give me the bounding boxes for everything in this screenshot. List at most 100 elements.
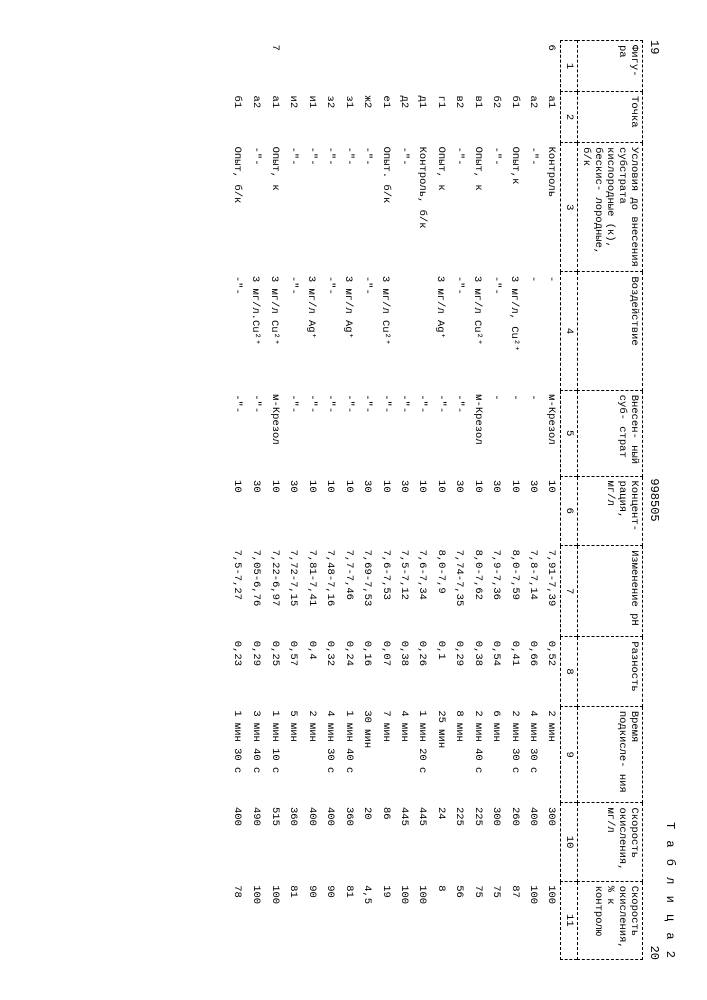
col-num: 6 xyxy=(561,476,578,546)
table-cell: 400 xyxy=(321,803,339,881)
table-row: б2-"--"--307,9-7,360,546 мин30075 xyxy=(487,41,505,960)
table-cell: 445 xyxy=(413,803,431,881)
table-cell: 3 мг/л, Cu²⁺ xyxy=(505,272,524,390)
table-cell: 7,6-7,34 xyxy=(413,546,431,637)
table-cell: м-Крезол xyxy=(468,390,487,476)
col-num: 8 xyxy=(561,637,578,707)
table-cell: и2 xyxy=(284,92,302,143)
table-cell xyxy=(395,272,413,390)
data-table: Фигу- ра Точка Условия до внесения субст… xyxy=(228,40,643,960)
table-row: д1Контроль, б/к-"-107,6-7,340,261 мин 20… xyxy=(413,41,431,960)
table-cell xyxy=(284,41,302,92)
table-cell: 100 xyxy=(542,881,561,959)
col-header: Время подкисле- ния xyxy=(578,706,643,803)
table-cell: 30 xyxy=(358,476,376,546)
table-cell: г1 xyxy=(431,92,450,143)
col-num: 10 xyxy=(561,803,578,881)
table-cell: 90 xyxy=(302,881,321,959)
table-cell xyxy=(487,41,505,92)
table-cell: Опыт, к xyxy=(468,143,487,272)
table-cell: - xyxy=(542,272,561,390)
table-cell: 0,23 xyxy=(228,637,246,707)
table-cell xyxy=(524,41,542,92)
page-center-num: 998505 xyxy=(647,478,661,521)
table-cell: 100 xyxy=(524,881,542,959)
table-cell: -"- xyxy=(284,390,302,476)
table-cell: 5 мин xyxy=(284,706,302,803)
table-cell: -"- xyxy=(339,390,358,476)
table-cell: 20 xyxy=(358,803,376,881)
table-row: 6а1Контроль-м-Крезол107,91-7,390,522 мин… xyxy=(542,41,561,960)
table-cell: 445 xyxy=(395,803,413,881)
table-row: з2-"--"--"-107,48-7,160,324 мин 30 с4009… xyxy=(321,41,339,960)
table-cell: 7,72-7,15 xyxy=(284,546,302,637)
table-cell: 1 мин 40 с xyxy=(339,706,358,803)
table-cell: а2 xyxy=(524,92,542,143)
table-cell: -"- xyxy=(284,143,302,272)
table-cell: 81 xyxy=(339,881,358,959)
table-cell: в1 xyxy=(468,92,487,143)
table-cell: -"- xyxy=(246,143,265,272)
table-cell: -"- xyxy=(431,390,450,476)
table-title: Т а б л и ц а 2 xyxy=(663,40,677,960)
table-cell: 3 мг/л.Cu²⁺ xyxy=(246,272,265,390)
table-cell: 7,69-7,53 xyxy=(358,546,376,637)
colnum-row: 1 2 3 4 5 6 7 8 9 10 11 xyxy=(561,41,578,960)
table-row: б1Опыт,к3 мг/л, Cu²⁺-108,0-7,590,412 мин… xyxy=(505,41,524,960)
table-cell xyxy=(321,41,339,92)
table-cell: 10 xyxy=(321,476,339,546)
table-cell xyxy=(228,41,246,92)
table-cell: 86 xyxy=(376,803,395,881)
table-cell: 0,38 xyxy=(395,637,413,707)
table-cell: 7 мин xyxy=(376,706,395,803)
table-cell: 0,54 xyxy=(487,637,505,707)
table-cell: 81 xyxy=(284,881,302,959)
table-cell: 7,48-7,16 xyxy=(321,546,339,637)
table-cell: -"- xyxy=(524,143,542,272)
table-cell: 30 xyxy=(284,476,302,546)
table-row: з1-"-3 мг/л Ag⁺-"-107,7-7,460,241 мин 40… xyxy=(339,41,358,960)
table-cell: б1 xyxy=(505,92,524,143)
table-cell: 3 мг/л Cu²⁺ xyxy=(376,272,395,390)
table-cell: 7,74-7,35 xyxy=(450,546,468,637)
table-cell: м-Крезол xyxy=(542,390,561,476)
table-cell: 30 мин xyxy=(358,706,376,803)
col-header: Воздействие xyxy=(578,272,643,390)
table-cell: 25 мин xyxy=(431,706,450,803)
table-cell: 400 xyxy=(228,803,246,881)
table-cell: 90 xyxy=(321,881,339,959)
table-cell: 10 xyxy=(468,476,487,546)
table-cell: - xyxy=(524,390,542,476)
table-row: и2-"--"--"-307,72-7,150,575 мин36081 xyxy=(284,41,302,960)
table-row: е1Опыт. б/к3 мг/л Cu²⁺-"-107,6-7,530,077… xyxy=(376,41,395,960)
table-cell: б2 xyxy=(487,92,505,143)
table-cell: 30 xyxy=(450,476,468,546)
table-cell: 56 xyxy=(450,881,468,959)
col-header: Разность xyxy=(578,637,643,707)
table-cell: 6 мин xyxy=(487,706,505,803)
table-cell: 8,0-7,62 xyxy=(468,546,487,637)
table-cell: м-Крезол xyxy=(265,390,284,476)
table-cell: д2 xyxy=(395,92,413,143)
table-cell: 100 xyxy=(395,881,413,959)
col-num: 4 xyxy=(561,272,578,390)
table-body: 6а1Контроль-м-Крезол107,91-7,390,522 мин… xyxy=(228,41,561,960)
table-cell: 0,26 xyxy=(413,637,431,707)
table-cell xyxy=(413,41,431,92)
table-row: 7а1Опыт, к3 мг/л Cu²⁺м-Крезол107,22-6,97… xyxy=(265,41,284,960)
table-cell: 7,91-7,39 xyxy=(542,546,561,637)
table-cell: 3 мг/л Cu²⁺ xyxy=(468,272,487,390)
col-num: 9 xyxy=(561,706,578,803)
table-cell: 10 xyxy=(302,476,321,546)
table-cell: 100 xyxy=(265,881,284,959)
table-cell: 0,16 xyxy=(358,637,376,707)
table-cell: 300 xyxy=(542,803,561,881)
table-cell: 0,07 xyxy=(376,637,395,707)
col-header: Изменение pH xyxy=(578,546,643,637)
table-cell: 7,05-6,76 xyxy=(246,546,265,637)
table-cell: 1 мин 20 с xyxy=(413,706,431,803)
table-cell: 10 xyxy=(376,476,395,546)
table-cell xyxy=(302,41,321,92)
table-cell: 8 xyxy=(431,881,450,959)
table-cell xyxy=(246,41,265,92)
